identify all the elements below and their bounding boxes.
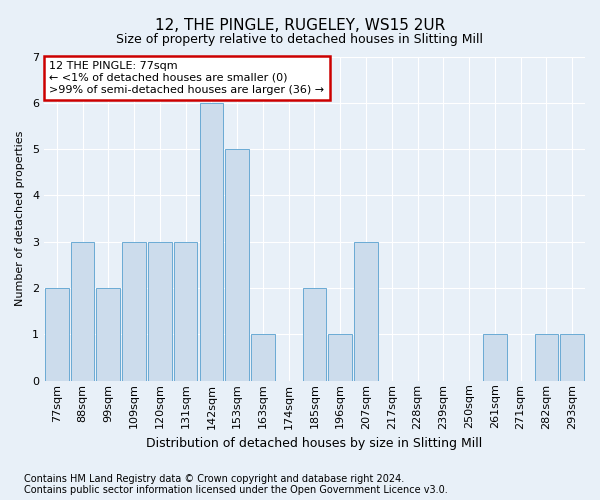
- Text: Contains public sector information licensed under the Open Government Licence v3: Contains public sector information licen…: [24, 485, 448, 495]
- Bar: [71, 242, 94, 381]
- Bar: [45, 288, 68, 381]
- X-axis label: Distribution of detached houses by size in Slitting Mill: Distribution of detached houses by size …: [146, 437, 482, 450]
- Bar: [302, 288, 326, 381]
- Bar: [97, 288, 120, 381]
- Text: Size of property relative to detached houses in Slitting Mill: Size of property relative to detached ho…: [116, 32, 484, 46]
- Y-axis label: Number of detached properties: Number of detached properties: [15, 131, 25, 306]
- Bar: [122, 242, 146, 381]
- Bar: [535, 334, 558, 381]
- Text: Contains HM Land Registry data © Crown copyright and database right 2024.: Contains HM Land Registry data © Crown c…: [24, 474, 404, 484]
- Bar: [200, 103, 223, 381]
- Bar: [226, 149, 249, 381]
- Bar: [174, 242, 197, 381]
- Text: 12, THE PINGLE, RUGELEY, WS15 2UR: 12, THE PINGLE, RUGELEY, WS15 2UR: [155, 18, 445, 32]
- Text: 12 THE PINGLE: 77sqm
← <1% of detached houses are smaller (0)
>99% of semi-detac: 12 THE PINGLE: 77sqm ← <1% of detached h…: [49, 62, 325, 94]
- Bar: [148, 242, 172, 381]
- Bar: [328, 334, 352, 381]
- Bar: [251, 334, 275, 381]
- Bar: [560, 334, 584, 381]
- Bar: [354, 242, 378, 381]
- Bar: [483, 334, 506, 381]
